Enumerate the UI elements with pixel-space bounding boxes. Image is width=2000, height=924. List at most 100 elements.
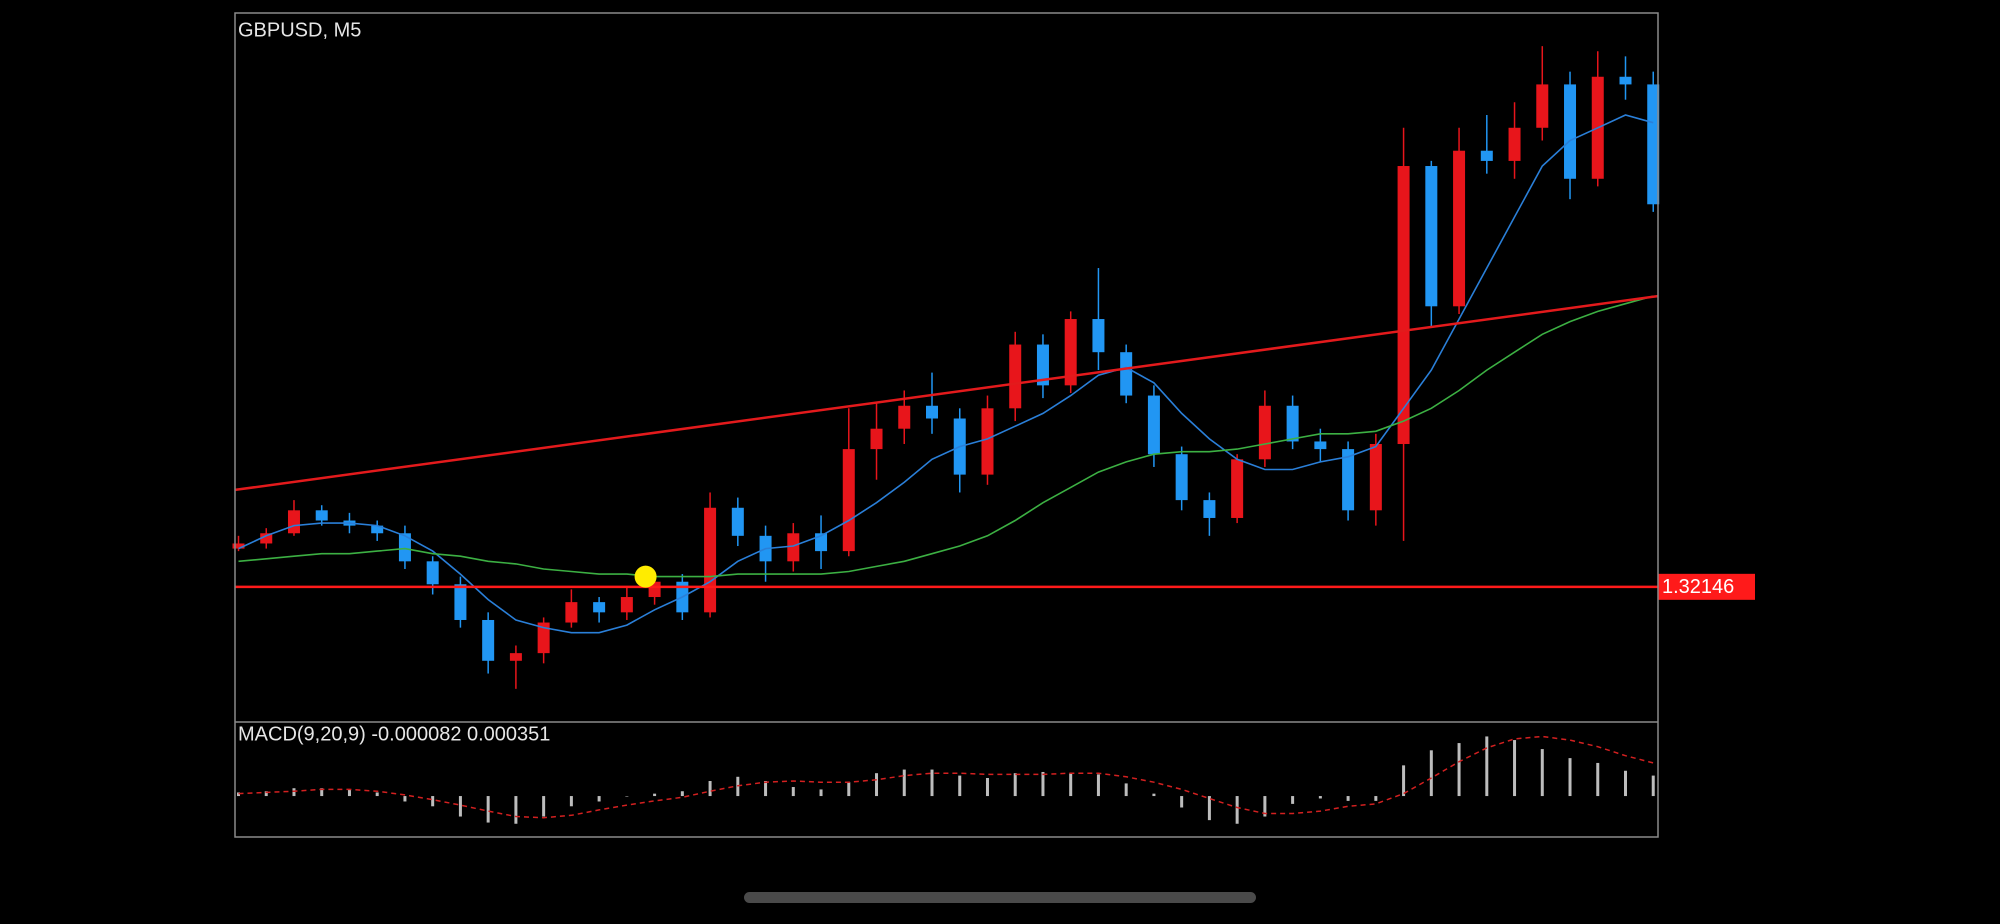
macd-bar xyxy=(875,773,879,797)
candle-body xyxy=(870,428,883,450)
candle-body xyxy=(898,405,911,429)
candle-body xyxy=(1092,319,1105,353)
macd-bar xyxy=(1263,796,1267,817)
trend-line xyxy=(234,294,1659,492)
macd-bar xyxy=(1180,796,1184,808)
macd-bar xyxy=(847,782,851,797)
macd-bar xyxy=(958,775,962,797)
candle-body xyxy=(1286,405,1299,442)
macd-bar xyxy=(1207,796,1211,821)
candle-body xyxy=(260,533,273,544)
macd-bar xyxy=(1513,740,1517,797)
macd-bar xyxy=(1152,793,1156,797)
macd-bar xyxy=(625,796,629,797)
candle-body xyxy=(620,597,633,613)
candle-body xyxy=(926,405,938,419)
candle-body xyxy=(371,525,384,534)
chart-title: GBPUSD, M5 xyxy=(238,19,361,41)
macd-bar xyxy=(458,796,462,817)
macd-bar xyxy=(764,781,768,797)
macd-bar xyxy=(1596,762,1600,797)
candle-body xyxy=(315,510,328,521)
candle-body xyxy=(1231,459,1244,518)
moving-average xyxy=(238,295,1654,578)
plot-frame xyxy=(234,12,1659,838)
macd-bar xyxy=(264,791,268,797)
macd-bar xyxy=(1291,796,1295,804)
candle-body xyxy=(565,602,578,623)
candle-body xyxy=(1147,395,1160,455)
candle-body xyxy=(1009,344,1022,409)
candle-body xyxy=(1036,344,1049,386)
macd-bar xyxy=(1235,796,1239,824)
candle-body xyxy=(1564,84,1577,179)
macd-bar xyxy=(347,789,351,797)
macd-bar xyxy=(902,769,906,797)
macd-bar xyxy=(237,792,240,797)
macd-bar xyxy=(1096,774,1100,797)
macd-signal xyxy=(238,735,1654,819)
macd-bar xyxy=(403,796,407,802)
candle-body xyxy=(842,449,855,552)
candle-body xyxy=(1536,84,1549,128)
candle-body xyxy=(1508,127,1521,161)
macd-bar xyxy=(1346,796,1350,801)
macd-bar xyxy=(514,796,518,824)
macd-bar xyxy=(653,793,657,797)
candle-body xyxy=(509,653,522,661)
macd-bar xyxy=(708,781,712,797)
macd-bar xyxy=(930,769,934,797)
macd-bar xyxy=(1402,765,1406,797)
macd-bar xyxy=(1540,749,1544,797)
macd-bar xyxy=(431,796,435,807)
candle-body xyxy=(1203,500,1216,518)
candle-body xyxy=(482,619,495,661)
price-badge-label: 1.32146 xyxy=(1662,576,1734,598)
candle-body xyxy=(731,507,744,536)
candle-body xyxy=(1175,454,1188,501)
macd-bar xyxy=(1429,750,1433,797)
candle-body xyxy=(1314,441,1327,450)
macd-bar xyxy=(1651,775,1655,797)
candle-body xyxy=(426,561,439,585)
macd-bar xyxy=(597,796,601,802)
macd-bar xyxy=(292,788,296,797)
candle-body xyxy=(1619,76,1632,85)
macd-bar xyxy=(1013,773,1017,797)
macd-bar xyxy=(819,789,823,797)
candle-body xyxy=(593,602,606,613)
macd-bar xyxy=(1624,770,1627,797)
candle-body xyxy=(454,584,467,620)
candle-body xyxy=(704,507,717,613)
candle-body xyxy=(981,408,994,475)
candle-body xyxy=(1647,84,1660,205)
macd-bar xyxy=(1374,796,1378,801)
candle-body xyxy=(537,622,550,654)
candle-body xyxy=(287,510,300,534)
macd-bar xyxy=(1568,758,1572,797)
candle-body xyxy=(1453,150,1466,307)
macd-title: MACD(9,20,9) -0.000082 0.000351 xyxy=(238,723,550,745)
macd-bar xyxy=(320,788,324,797)
macd-bar xyxy=(486,796,490,823)
candle-body xyxy=(1342,449,1355,511)
macd-bar xyxy=(542,796,546,817)
candle-body xyxy=(1258,405,1271,460)
candle-body xyxy=(398,533,411,562)
macd-bar xyxy=(375,792,379,797)
macd-bar xyxy=(985,777,989,797)
marker xyxy=(634,565,657,588)
candle-body xyxy=(232,543,245,549)
macd-bar xyxy=(680,791,684,797)
macd-bar xyxy=(791,787,795,797)
candle-body xyxy=(1369,444,1382,511)
candle-body xyxy=(787,533,800,562)
macd-bar xyxy=(1041,771,1045,797)
macd-bar xyxy=(1485,736,1489,797)
macd-bar xyxy=(1457,743,1461,797)
candle-body xyxy=(1064,319,1077,386)
macd-bar xyxy=(1318,796,1322,799)
price-badge xyxy=(1658,573,1755,600)
